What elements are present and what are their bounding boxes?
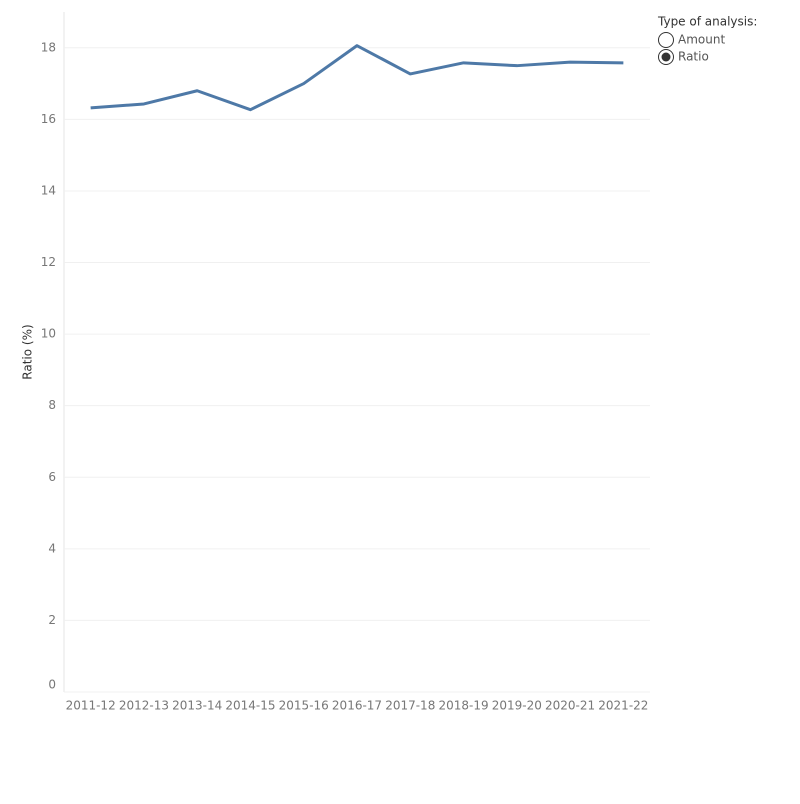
y-tick-label: 10: [41, 327, 56, 341]
y-tick-label: 4: [48, 541, 56, 555]
radio-button[interactable]: [658, 32, 674, 48]
filter-title: Type of analysis:: [657, 15, 757, 29]
y-tick-label: 2: [48, 613, 56, 627]
x-tick-label: 2012-13: [119, 699, 169, 713]
x-tick-label: 2013-14: [172, 699, 222, 713]
y-axis-title: Ratio (%): [21, 324, 35, 379]
x-tick-label: 2019-20: [492, 699, 542, 713]
x-tick-label: 2017-18: [385, 699, 435, 713]
x-tick-label: 2015-16: [279, 699, 329, 713]
x-tick-label: 2016-17: [332, 699, 382, 713]
y-tick-label: 16: [41, 112, 56, 126]
x-tick-label: 2018-19: [438, 699, 488, 713]
y-tick-label: 6: [48, 470, 56, 484]
y-tick-label: 0: [48, 678, 56, 692]
x-tick-label: 2014-15: [225, 699, 275, 713]
y-tick-label: 18: [41, 40, 56, 54]
x-tick-label: 2011-12: [66, 699, 116, 713]
line: [90, 44, 624, 112]
x-tick-label: 2020-21: [545, 699, 595, 713]
radio-label[interactable]: Ratio: [678, 50, 709, 64]
radio-label[interactable]: Amount: [678, 33, 725, 47]
y-tick-label: 14: [41, 183, 56, 197]
y-tick-label: 12: [41, 255, 56, 269]
radio-dot: [661, 52, 671, 62]
x-tick-label: 2021-22: [598, 699, 648, 713]
y-tick-label: 8: [48, 398, 56, 412]
